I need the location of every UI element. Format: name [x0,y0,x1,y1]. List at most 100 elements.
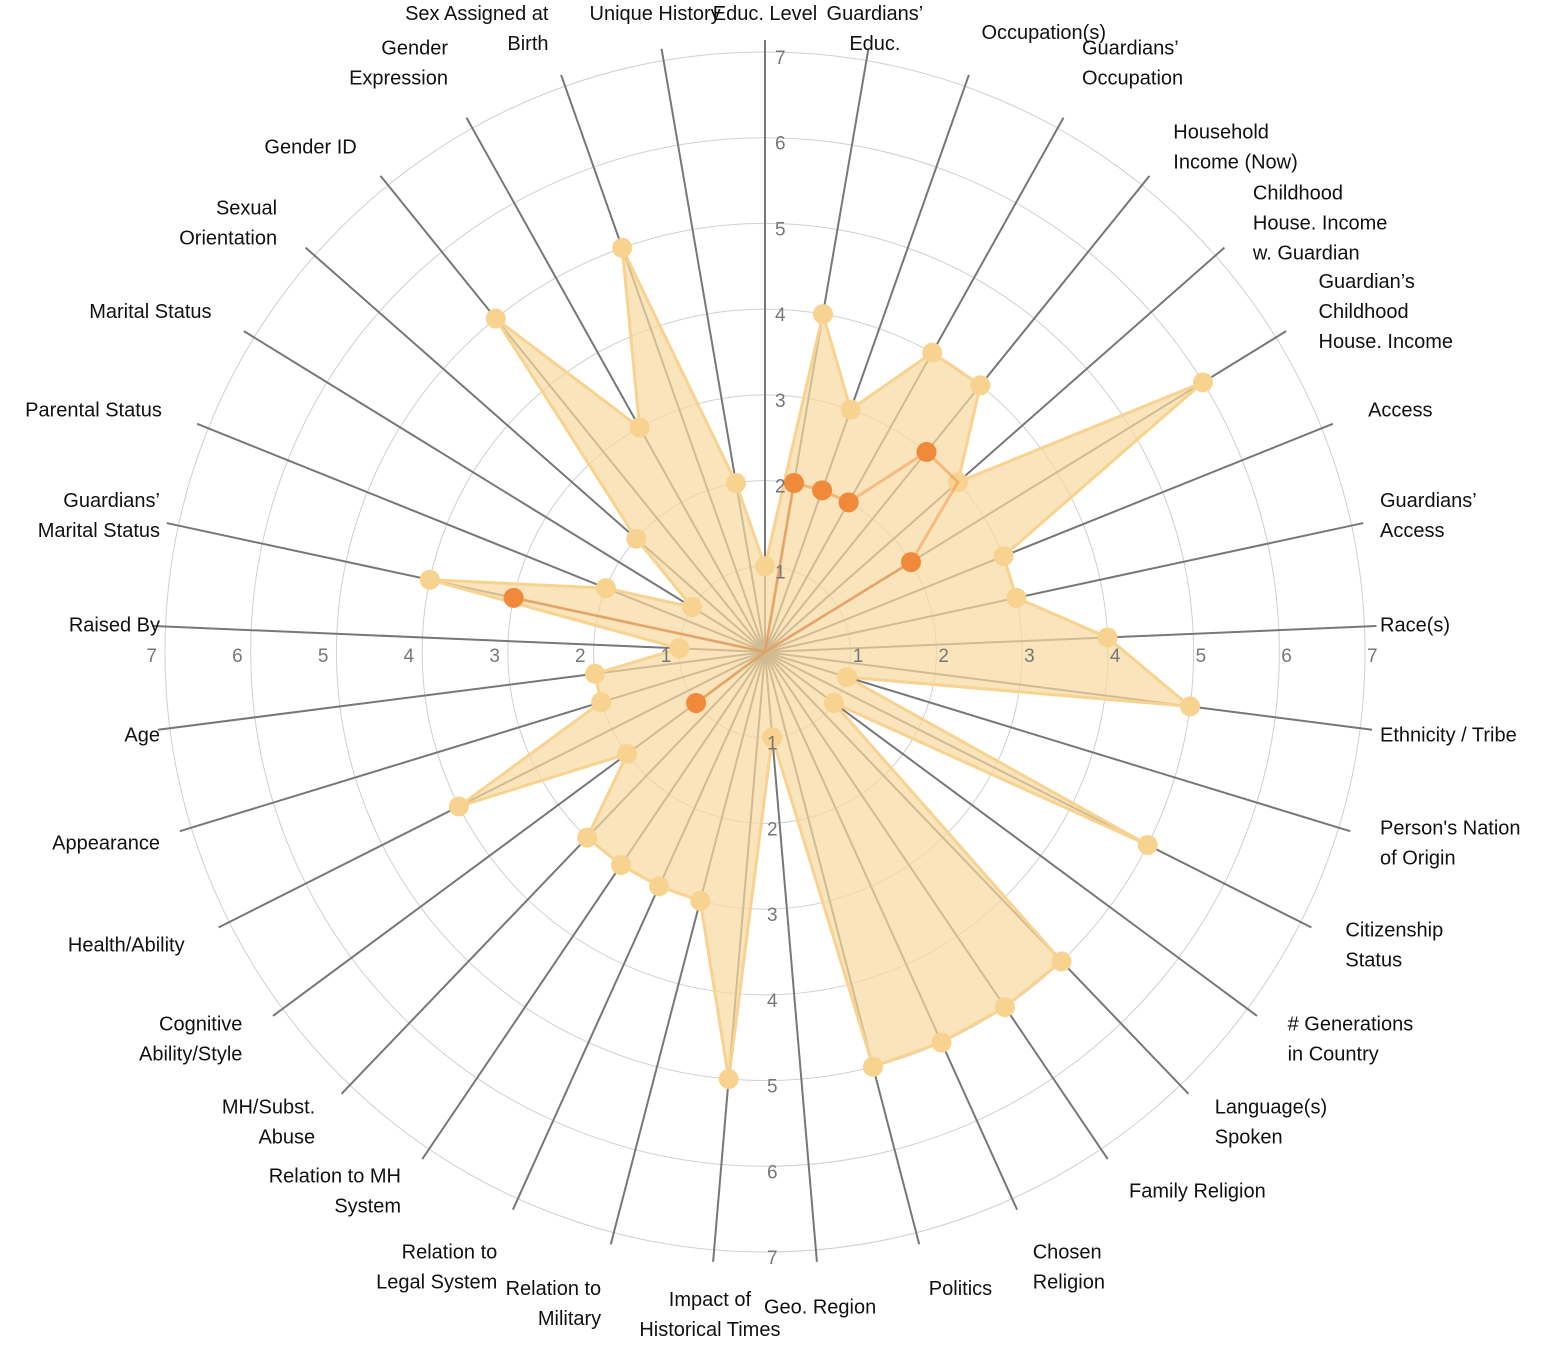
axis-label-18: Geo. Region [764,1297,876,1319]
axis-label-13: # Generations in Country [1288,1014,1414,1066]
series-0-point-2 [840,399,861,420]
series-0-point-35 [612,237,633,258]
tick-label-1-6: 6 [232,646,243,667]
tick-label-2-6: 6 [775,134,786,155]
axis-label-32: Sexual Orientation [179,198,277,250]
axis-label-26: Appearance [52,832,160,854]
series-0-point-5 [948,472,969,493]
axis-label-33: Gender ID [264,136,356,158]
axis-label-9: Race(s) [1380,614,1450,636]
axis-label-36: Unique History [590,3,721,25]
axis-label-14: Language(s) Spoken [1215,1096,1327,1148]
tick-label-1-4: 4 [404,646,415,667]
axis-label-21: Relation to Legal System [376,1241,497,1293]
series-0-point-13 [823,692,844,713]
tick-label-2-7: 7 [775,48,786,69]
series-0-point-34 [629,417,650,438]
series-1-point-29 [503,587,524,608]
axis-label-1: Guardians’ Educ. [827,3,924,55]
axis-label-20: Relation to Military [506,1278,602,1330]
tick-label-1-5: 5 [318,646,329,667]
radar-series [419,237,1213,1090]
axis-label-31: Marital Status [89,301,211,323]
tick-label-0-6: 6 [1281,646,1292,667]
tick-label-3-7: 7 [767,1248,778,1269]
tick-label-3-6: 6 [767,1162,778,1183]
tick-label-3-4: 4 [767,991,778,1012]
series-1-point-2 [812,480,833,501]
series-0-point-22 [611,855,632,876]
axis-label-12: Citizenship Status [1345,920,1443,972]
radar-tick-labels: 1 2 3 4 5 6 7 1 2 3 4 5 6 7 1 2 3 4 5 6 7 1 2 3 4 5 6 7 [146,48,1377,1269]
series-0-point-29 [419,569,440,590]
series-0-point-14 [1051,951,1072,972]
axis-label-34: Gender Expression [349,38,448,90]
axis-line-28 [153,625,766,653]
tick-label-3-5: 5 [767,1077,778,1098]
radar-axis-labels: Educ. Level Guardians’ Educ. Occupation(s)G… [25,3,1520,1341]
tick-label-0-1: 1 [853,646,864,667]
series-0-point-19 [718,1069,739,1090]
axis-label-6: Guardian’s Childhood House. Income [1319,271,1454,353]
axis-label-8: Guardians’ Access [1380,490,1477,542]
tick-label-3-3: 3 [767,905,778,926]
axis-line-31 [243,330,766,653]
series-0-point-3 [922,342,943,363]
series-1-point-3 [838,492,859,513]
axis-label-4: Household Income (Now) [1173,121,1297,173]
series-0-point-31 [682,597,703,618]
tick-label-3-2: 2 [767,819,778,840]
series-0-point-27 [584,663,605,684]
series-1-point-6 [900,552,921,573]
tick-label-0-7: 7 [1367,646,1378,667]
axis-label-24: Cognitive Ability/Style [139,1014,242,1066]
series-0-point-23 [577,827,598,848]
axis-label-28: Raised By [69,614,160,636]
series-0-point-20 [690,890,711,911]
tick-label-1-3: 3 [489,646,500,667]
tick-label-2-5: 5 [775,219,786,240]
axis-label-23: MH/Subst. Abuse [222,1096,315,1148]
series-1-point-1 [783,473,804,494]
tick-label-0-5: 5 [1196,646,1207,667]
axis-label-15: Family Religion [1129,1181,1266,1203]
series-0-point-7 [993,546,1014,567]
series-0-point-33 [485,308,506,329]
series-0-area [428,246,1205,1081]
series-0-point-15 [994,997,1015,1018]
axis-label-11: Person's Nation of Origin [1380,817,1521,869]
axis-label-17: Politics [929,1278,992,1300]
axis-label-2: Occupation(s) [982,22,1107,44]
tick-label-1-1: 1 [661,646,672,667]
series-0-point-24 [617,743,638,764]
series-0-point-10 [1180,696,1201,717]
axis-label-27: Age [124,725,160,747]
axis-label-10: Ethnicity / Tribe [1380,725,1517,747]
axis-label-19: Impact of Historical Times [639,1289,780,1341]
series-0-point-30 [595,578,616,599]
series-0-point-26 [591,692,612,713]
axis-label-22: Relation to MH System [269,1166,401,1218]
axis-label-25: Health/Ability [68,935,185,957]
axis-line-11 [764,651,1351,833]
tick-label-1-2: 2 [575,646,586,667]
tick-label-0-3: 3 [1024,646,1035,667]
tick-label-3-1: 1 [767,734,778,755]
series-1-point-4 [916,441,937,462]
axis-label-3: Guardians’ Occupation [1082,38,1183,90]
axis-label-30: Parental Status [25,400,162,422]
tick-label-2-1: 1 [775,562,786,583]
series-0-point-28 [669,638,690,659]
series-0-point-21 [649,876,670,897]
axis-label-0: Educ. Level [713,3,818,25]
series-0-point-1 [812,304,833,325]
tick-label-2-4: 4 [775,305,786,326]
series-0-point-36 [726,473,747,494]
series-0-point-18 [762,727,783,748]
tick-label-0-2: 2 [938,646,949,667]
series-0-point-6 [1192,372,1213,393]
axis-label-5: Childhood House. Income w. Guardian [1252,183,1388,265]
tick-label-2-2: 2 [775,477,786,498]
tick-label-0-4: 4 [1110,646,1121,667]
